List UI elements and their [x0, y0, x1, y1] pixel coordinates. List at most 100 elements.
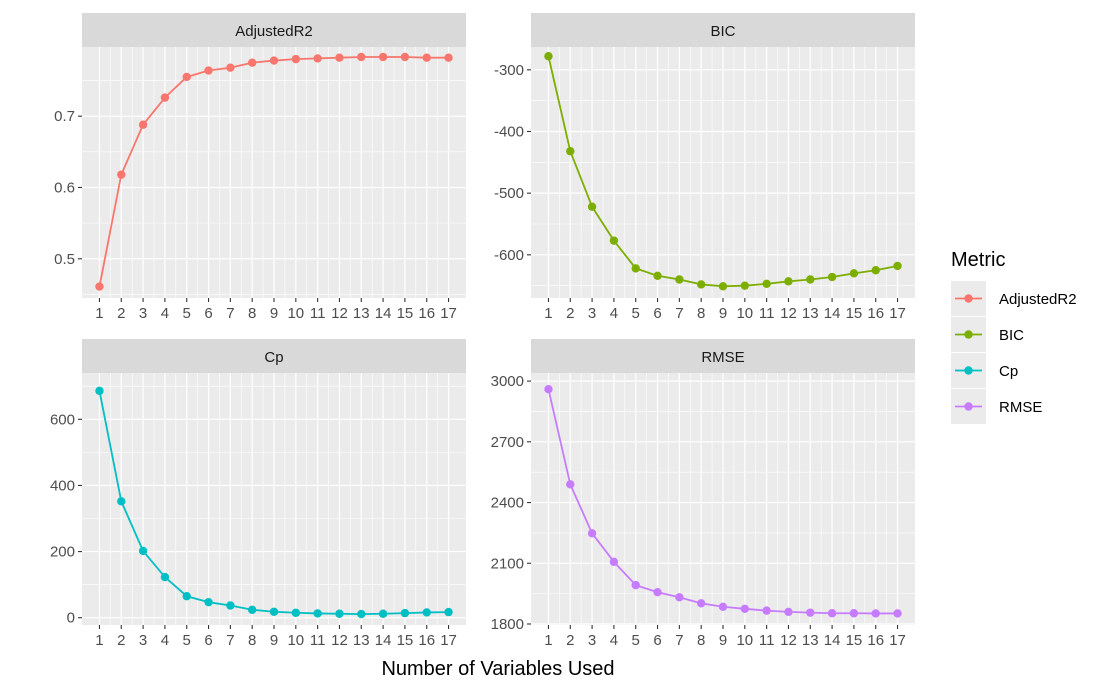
x-tick-label-adjustedr2: 14	[375, 305, 392, 322]
data-point-bic	[806, 275, 815, 284]
legend-key-point-rmse	[964, 402, 973, 411]
strip-label-cp: Cp	[264, 349, 283, 366]
data-point-cp	[226, 601, 235, 610]
legend-label-cp: Cp	[999, 363, 1018, 380]
x-tick-label-cp: 10	[287, 632, 304, 649]
y-tick-label-rmse: 3000	[491, 373, 524, 390]
y-tick-label-bic: -600	[494, 247, 524, 264]
legend-entry-rmse: RMSE	[951, 389, 1042, 424]
x-tick-label-cp: 16	[418, 632, 435, 649]
x-tick-label-bic: 15	[846, 305, 863, 322]
x-tick-label-bic: 11	[759, 305, 775, 322]
y-tick-label-cp: 0	[67, 610, 75, 627]
data-point-adjustedr2	[182, 72, 191, 82]
x-tick-label-adjustedr2: 7	[226, 305, 234, 322]
x-tick-label-rmse: 5	[632, 632, 640, 649]
y-tick-label-adjustedr2: 0.5	[54, 251, 75, 268]
x-tick-label-cp: 17	[440, 632, 457, 649]
legend-label-adjustedr2: AdjustedR2	[999, 291, 1077, 308]
data-point-cp	[313, 609, 322, 618]
data-point-bic	[740, 281, 750, 290]
x-tick-label-rmse: 3	[588, 632, 596, 649]
data-point-rmse	[871, 609, 880, 618]
data-point-bic	[566, 147, 575, 156]
data-point-bic	[849, 269, 859, 278]
data-point-bic	[762, 279, 771, 289]
y-tick-label-rmse: 2400	[491, 495, 524, 512]
data-point-cp	[422, 608, 431, 617]
x-tick-label-bic: 4	[610, 305, 618, 322]
x-tick-label-cp: 5	[183, 632, 191, 649]
data-point-rmse	[849, 609, 859, 618]
data-point-cp	[138, 546, 148, 556]
data-point-bic	[675, 275, 684, 284]
data-point-bic	[871, 266, 880, 275]
data-point-rmse	[587, 529, 597, 538]
x-tick-label-rmse: 2	[566, 632, 574, 649]
data-point-rmse	[762, 606, 771, 615]
data-point-cp	[335, 609, 344, 618]
x-tick-label-rmse: 12	[780, 632, 797, 649]
x-tick-label-adjustedr2: 9	[270, 305, 278, 322]
x-tick-label-bic: 13	[802, 305, 819, 322]
data-point-bic	[893, 261, 902, 271]
y-tick-label-bic: -400	[494, 123, 524, 140]
data-point-adjustedr2	[226, 63, 235, 72]
x-tick-label-rmse: 14	[824, 632, 841, 649]
x-tick-label-adjustedr2: 2	[117, 305, 125, 322]
y-tick-label-rmse: 1800	[491, 616, 524, 633]
legend-key-point-adjustedr2	[964, 294, 973, 303]
strip-rmse	[531, 339, 915, 373]
data-point-adjustedr2	[313, 54, 322, 63]
data-point-rmse	[566, 480, 575, 489]
data-point-rmse	[653, 588, 662, 597]
data-point-adjustedr2	[422, 53, 431, 62]
data-point-cp	[247, 605, 257, 614]
legend-entry-bic: BIC	[951, 317, 1024, 352]
data-point-adjustedr2	[247, 58, 257, 67]
data-point-bic	[653, 271, 662, 280]
data-point-adjustedr2	[444, 53, 453, 62]
legend-key-point-cp	[964, 366, 973, 375]
data-point-cp	[378, 609, 388, 618]
data-point-rmse	[784, 607, 793, 617]
data-point-adjustedr2	[160, 93, 170, 102]
data-point-adjustedr2	[378, 52, 388, 62]
x-tick-label-cp: 6	[204, 632, 212, 649]
x-tick-label-cp: 11	[310, 632, 326, 649]
strip-label-rmse: RMSE	[701, 349, 744, 366]
data-point-rmse	[675, 593, 684, 602]
data-point-cp	[291, 608, 301, 617]
legend-key-point-bic	[964, 330, 973, 339]
x-tick-label-cp: 12	[331, 632, 348, 649]
y-tick-label-adjustedr2: 0.7	[54, 108, 75, 125]
x-tick-label-cp: 8	[248, 632, 256, 649]
data-point-rmse	[609, 557, 619, 567]
data-point-cp	[269, 607, 279, 616]
x-tick-label-adjustedr2: 8	[248, 305, 256, 322]
x-tick-label-cp: 14	[375, 632, 392, 649]
data-point-bic	[827, 272, 837, 282]
strip-cp	[82, 339, 466, 373]
y-tick-label-rmse: 2100	[491, 555, 524, 572]
y-tick-label-cp: 400	[50, 477, 75, 494]
x-tick-label-bic: 9	[719, 305, 727, 322]
data-point-cp	[357, 609, 366, 619]
x-tick-label-rmse: 7	[675, 632, 683, 649]
strip-bic	[531, 13, 915, 47]
strip-adjustedr2	[82, 13, 466, 47]
x-tick-label-bic: 3	[588, 305, 596, 322]
x-tick-label-rmse: 9	[719, 632, 727, 649]
x-tick-label-rmse: 15	[846, 632, 863, 649]
x-tick-label-adjustedr2: 10	[287, 305, 304, 322]
data-point-adjustedr2	[291, 54, 301, 64]
y-tick-label-rmse: 2700	[491, 434, 524, 451]
data-point-bic	[718, 282, 728, 291]
legend: Metric AdjustedR2 BIC Cp RMSE	[951, 249, 1077, 424]
x-tick-label-adjustedr2: 13	[353, 305, 370, 322]
x-tick-label-adjustedr2: 3	[139, 305, 147, 322]
